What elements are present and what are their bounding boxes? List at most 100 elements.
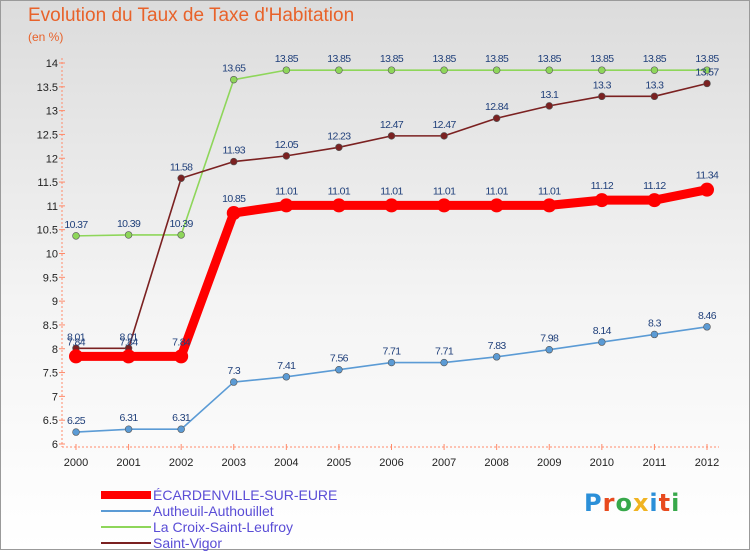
data-point: [700, 182, 714, 197]
data-point: [282, 66, 291, 74]
y-tick-label: 8: [52, 344, 58, 356]
x-tick-label: 2011: [643, 457, 667, 469]
x-tick-label: 2009: [537, 457, 561, 469]
data-label: 11.12: [643, 180, 666, 192]
legend-label: Saint-Vigor: [153, 535, 223, 551]
data-label: 12.84: [485, 101, 509, 113]
x-tick-label: 2006: [379, 457, 403, 469]
data-label: 10.37: [64, 219, 88, 231]
data-point: [650, 92, 659, 101]
brand-letter: x: [632, 489, 650, 517]
x-tick-label: 2002: [169, 457, 193, 469]
data-point: [174, 349, 189, 364]
data-label: 7.71: [382, 346, 401, 358]
data-point: [492, 114, 501, 122]
y-tick-label: 9.5: [43, 272, 58, 284]
x-tick-label: 2007: [432, 457, 456, 469]
data-point: [440, 132, 448, 140]
x-tick-label: 2000: [64, 457, 88, 469]
y-tick-label: 6: [52, 439, 58, 451]
data-point: [387, 358, 396, 367]
data-point: [650, 66, 659, 74]
y-tick-label: 11.5: [37, 177, 58, 189]
x-tick-label: 2012: [695, 457, 719, 469]
data-label: 13.85: [643, 53, 667, 65]
data-label: 7.56: [330, 353, 349, 365]
y-tick-label: 10.5: [37, 225, 58, 237]
data-point: [230, 378, 238, 386]
data-point: [72, 232, 80, 240]
data-label: 8.46: [698, 310, 717, 322]
data-point: [542, 198, 557, 213]
data-label: 8.3: [648, 317, 662, 329]
data-label: 6.25: [67, 415, 86, 427]
data-label: 11.01: [485, 185, 508, 197]
data-label: 12.47: [380, 119, 404, 131]
data-label: 7.84: [172, 336, 191, 348]
data-point: [124, 231, 133, 239]
data-label: 7.84: [120, 336, 139, 348]
chart-subtitle: (en %): [28, 30, 64, 44]
data-point: [437, 198, 452, 213]
legend-swatch: [101, 526, 151, 528]
data-point: [545, 346, 553, 354]
data-point: [703, 66, 711, 74]
y-tick-label: 11: [47, 201, 58, 213]
data-label: 11.01: [275, 185, 298, 197]
data-label: 12.05: [275, 139, 299, 151]
data-label: 13.85: [538, 53, 562, 65]
data-point: [598, 66, 606, 74]
brand-logo: Proxiti: [584, 489, 680, 517]
data-label: 6.31: [120, 412, 139, 424]
data-label: 10.85: [222, 193, 246, 205]
data-label: 13.85: [432, 53, 456, 65]
data-label: 13.85: [327, 53, 351, 65]
legend-swatch: [101, 491, 151, 499]
data-label: 10.39: [170, 218, 194, 230]
y-tick-label: 6.5: [43, 415, 58, 427]
data-label: 7.71: [435, 346, 454, 358]
data-point: [598, 92, 606, 101]
data-point: [177, 174, 185, 182]
data-point: [69, 349, 83, 364]
chart-title: Evolution du Taux de Taxe d'Habitation: [28, 5, 355, 26]
data-point: [598, 338, 606, 346]
data-label: 13.57: [695, 66, 719, 78]
data-label: 8.14: [593, 325, 612, 337]
data-point: [440, 358, 448, 367]
data-point: [335, 366, 343, 374]
data-label: 13.85: [695, 53, 719, 65]
data-point: [226, 206, 241, 221]
brand-letter: i: [671, 489, 681, 517]
data-point: [335, 66, 343, 74]
data-point: [335, 143, 343, 151]
data-label: 13.85: [380, 53, 404, 65]
legend-label: Autheuil-Authouillet: [153, 503, 274, 519]
data-point: [647, 193, 662, 208]
data-label: 11.01: [433, 185, 456, 197]
x-tick-label: 2001: [116, 457, 140, 469]
data-point: [545, 66, 553, 74]
x-tick-label: 2008: [484, 457, 508, 469]
brand-letter: r: [602, 489, 616, 517]
data-label: 10.39: [117, 218, 141, 230]
y-tick-label: 7.5: [43, 368, 58, 380]
y-tick-label: 12.5: [37, 129, 58, 141]
brand-letter: i: [649, 489, 659, 517]
data-label: 13.85: [485, 53, 509, 65]
data-point: [650, 330, 659, 339]
y-tick-label: 13.5: [37, 82, 58, 94]
data-label: 11.34: [696, 170, 719, 182]
data-point: [387, 132, 396, 140]
legend-label: La Croix-Saint-Leufroy: [153, 519, 294, 535]
data-label: 13.1: [540, 89, 559, 101]
data-point: [282, 373, 291, 381]
data-point: [440, 66, 448, 74]
data-point: [545, 102, 553, 110]
data-point: [230, 157, 238, 166]
data-label: 12.23: [327, 130, 351, 142]
data-label: 13.3: [593, 79, 612, 91]
data-label: 7.3: [227, 365, 241, 377]
data-label: 13.65: [222, 63, 246, 75]
